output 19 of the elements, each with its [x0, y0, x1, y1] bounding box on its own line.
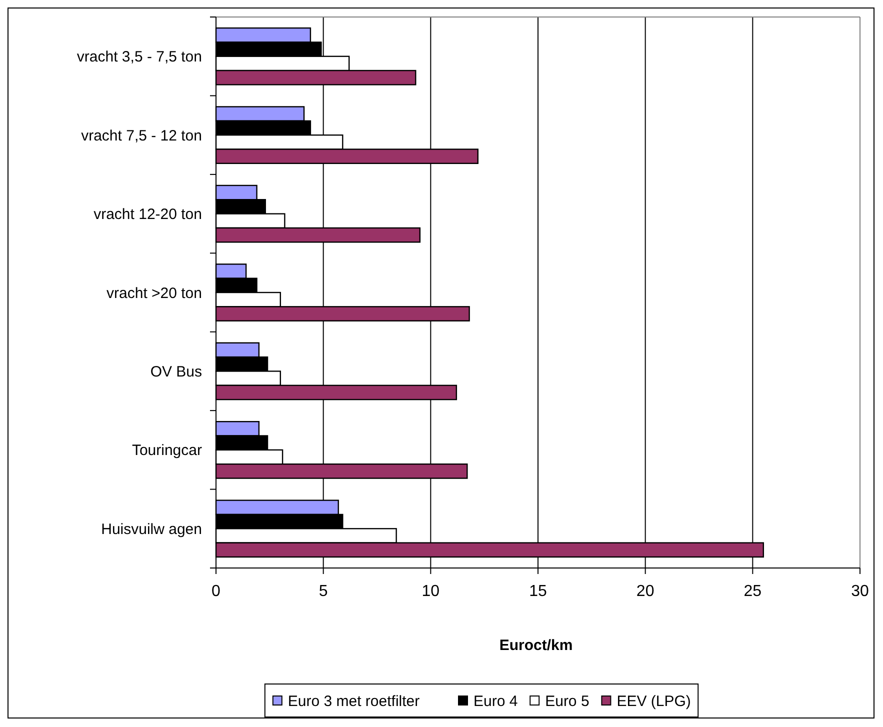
y-tick-label: vracht >20 ton [106, 284, 202, 302]
y-tick-label: vracht 12-20 ton [94, 206, 202, 224]
x-tick-label: 0 [212, 583, 221, 600]
x-tick-label: 30 [851, 583, 869, 600]
legend-label: Euro 5 [545, 693, 590, 710]
x-tick-label: 20 [636, 583, 654, 600]
x-tick-label: 10 [422, 583, 440, 600]
x-tick-label: 5 [318, 583, 328, 600]
y-tick-label: vracht 3,5 - 7,5 ton [76, 48, 202, 66]
y-tick-label: Touringcar [132, 442, 202, 460]
x-tick-label: 25 [744, 583, 762, 600]
legend-label: Euro 3 met roetfilter [288, 693, 420, 710]
x-tick-label: 15 [529, 583, 547, 600]
y-tick-label: vracht 7,5 - 12 ton [81, 127, 202, 144]
legend-label: Euro 4 [474, 693, 518, 710]
y-tick-label: Huisvuilw agen [101, 520, 202, 538]
y-tick-label: OV Bus [150, 363, 202, 380]
x-axis-title: Euroct/km [499, 637, 573, 654]
legend-label: EEV (LPG) [616, 693, 691, 710]
